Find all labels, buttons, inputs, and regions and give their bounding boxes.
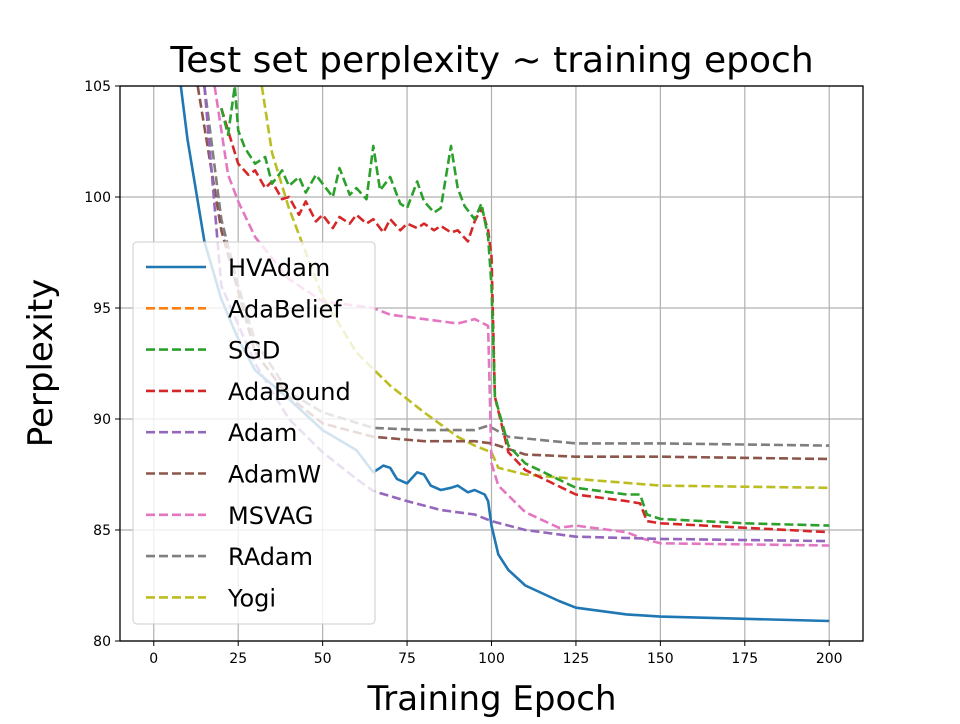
y-tick-label: 95	[93, 301, 111, 317]
x-tick-label: 25	[229, 651, 247, 667]
y-axis-label: Perplexity	[21, 279, 61, 448]
legend-label: RAdam	[228, 543, 313, 571]
series-line-adabound	[220, 107, 830, 534]
chart-title: Test set perplexity ~ training epoch	[169, 40, 813, 81]
legend-label: Adam	[228, 419, 297, 447]
x-tick-label: 100	[478, 651, 505, 667]
legend-label: MSVAG	[228, 502, 313, 530]
legend: HVAdam AdaBelief SGD AdaBound Adam AdamW MSVAG…	[132, 241, 376, 625]
x-tick-label: 150	[647, 651, 674, 667]
x-axis-label: Training Epoch	[366, 679, 616, 719]
y-tick-label: 105	[84, 79, 111, 95]
x-tick-label: 200	[816, 651, 843, 667]
legend-label: AdaBound	[228, 378, 351, 406]
legend-label: Yogi	[227, 584, 276, 612]
x-tick-label: 0	[149, 651, 158, 667]
legend-label: HVAdam	[228, 254, 330, 282]
x-tick-label: 50	[314, 651, 332, 667]
legend-box	[132, 241, 376, 625]
legend-label: AdamW	[228, 461, 321, 489]
y-tick-label: 90	[93, 412, 111, 428]
x-tick-label: 125	[563, 651, 590, 667]
y-tick-label: 80	[93, 634, 111, 650]
axis-ticks: 0 25 50 75 100 125 150 175 200 80 85 90 95 100 105	[84, 79, 842, 667]
series-line-adamw	[196, 86, 830, 461]
y-tick-label: 100	[84, 190, 111, 206]
legend-label: SGD	[228, 337, 280, 365]
y-tick-label: 85	[93, 523, 111, 539]
series-line-sgd	[220, 86, 830, 527]
legend-label: AdaBelief	[228, 295, 342, 323]
x-tick-label: 175	[731, 651, 758, 667]
x-tick-label: 75	[398, 651, 416, 667]
